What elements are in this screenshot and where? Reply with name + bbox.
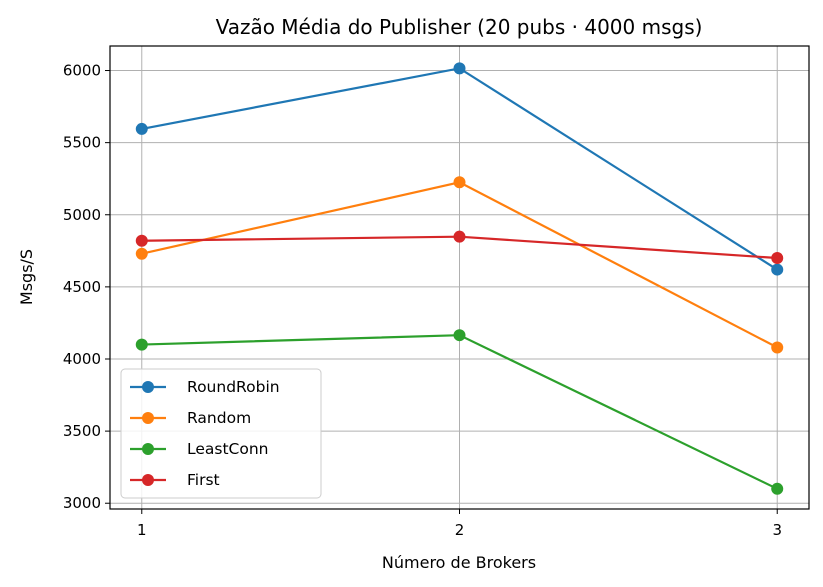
x-axis: 1 2 3 xyxy=(137,509,782,539)
legend-item-random: Random xyxy=(130,409,251,427)
data-point-first xyxy=(453,230,466,243)
data-point-roundrobin xyxy=(771,263,784,276)
series-leastconn xyxy=(135,329,784,495)
series-group xyxy=(135,62,784,495)
y-axis: 3000 3500 4000 4500 5000 5500 6000 xyxy=(63,62,110,512)
y-tick-label: 4000 xyxy=(63,350,101,368)
y-axis-title: Msgs/S xyxy=(17,249,36,305)
y-tick-label: 5000 xyxy=(63,206,101,224)
data-point-random xyxy=(135,247,148,260)
x-tick-label: 3 xyxy=(772,521,782,539)
legend-item-roundrobin: RoundRobin xyxy=(130,378,280,396)
data-point-random xyxy=(771,341,784,354)
legend-marker xyxy=(142,474,154,486)
legend-item-leastconn: LeastConn xyxy=(130,440,269,458)
data-point-leastconn xyxy=(135,338,148,351)
y-tick-label: 3000 xyxy=(63,494,101,512)
x-tick-label: 1 xyxy=(137,521,147,539)
data-point-first xyxy=(771,252,784,265)
legend-label: Random xyxy=(187,409,251,427)
data-point-leastconn xyxy=(771,482,784,495)
data-point-roundrobin xyxy=(135,122,148,135)
legend-label: RoundRobin xyxy=(187,378,280,396)
series-roundrobin xyxy=(135,62,784,276)
y-tick-label: 5500 xyxy=(63,134,101,152)
x-axis-title: Número de Brokers xyxy=(382,553,536,572)
legend-box xyxy=(120,368,322,499)
legend-marker xyxy=(142,381,154,393)
legend: RoundRobin Random LeastConn First xyxy=(120,368,322,499)
chart-title: Vazão Média do Publisher (20 pubs · 4000… xyxy=(216,15,703,39)
y-tick-label: 6000 xyxy=(63,62,101,80)
data-point-first xyxy=(135,234,148,247)
legend-marker xyxy=(142,443,154,455)
x-tick-label: 2 xyxy=(455,521,465,539)
series-random xyxy=(135,176,784,354)
data-point-roundrobin xyxy=(453,62,466,75)
series-first xyxy=(135,230,784,265)
y-tick-label: 3500 xyxy=(63,422,101,440)
legend-item-first: First xyxy=(130,471,220,489)
legend-marker xyxy=(142,412,154,424)
data-point-random xyxy=(453,176,466,189)
legend-label: First xyxy=(187,471,220,489)
y-tick-label: 4500 xyxy=(63,278,101,296)
data-point-leastconn xyxy=(453,329,466,342)
legend-label: LeastConn xyxy=(187,440,269,458)
